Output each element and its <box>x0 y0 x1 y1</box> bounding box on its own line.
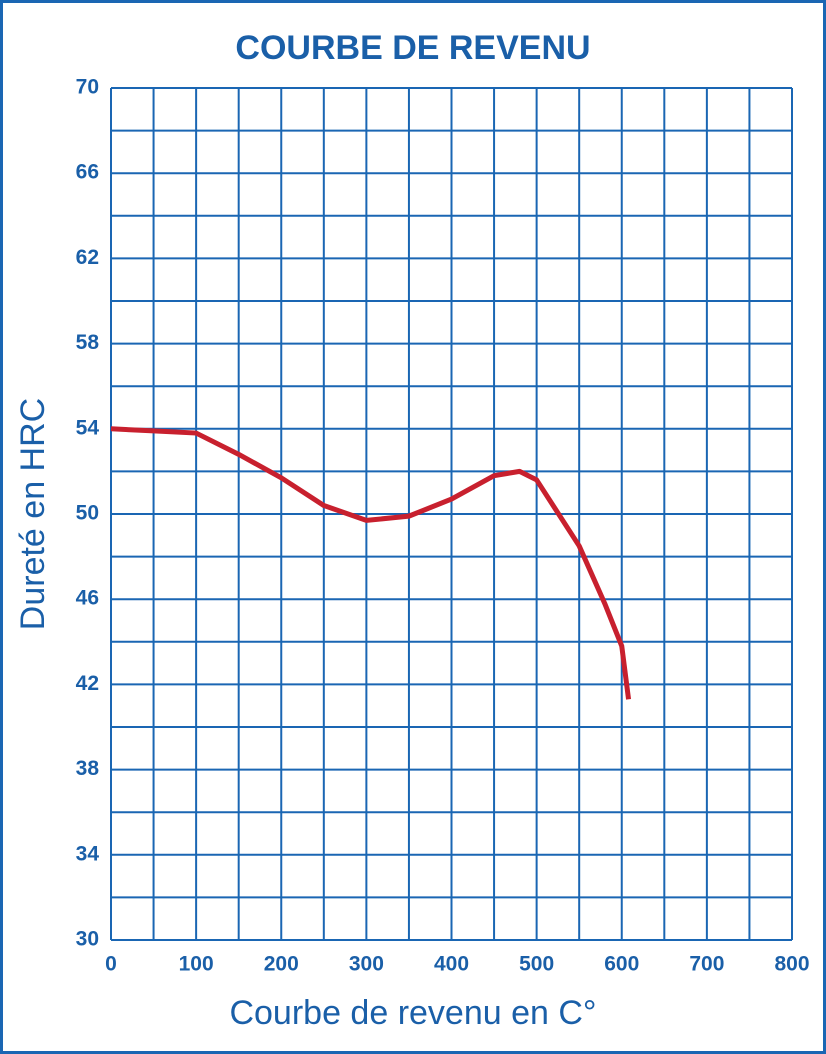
data-line <box>110 426 632 700</box>
x-tick-label: 200 <box>264 953 299 976</box>
x-axis-label: Courbe de revenu en C° <box>229 994 596 1032</box>
x-tick-label: 800 <box>774 953 809 976</box>
y-tick-label: 58 <box>76 331 100 354</box>
x-tick-label: 100 <box>179 953 214 976</box>
y-tick-label: 70 <box>76 76 99 99</box>
y-axis-label: Dureté en HRC <box>14 398 52 630</box>
chart-title: COURBE DE REVENU <box>235 29 590 67</box>
y-tick-label: 42 <box>76 672 99 695</box>
y-tick-label: 50 <box>76 502 99 525</box>
x-tick-label: 700 <box>689 953 724 976</box>
y-tick-label: 30 <box>76 928 99 951</box>
y-tick-label: 66 <box>76 161 99 184</box>
x-tick-label: 0 <box>105 953 117 976</box>
y-tick-label: 62 <box>76 246 99 269</box>
x-tick-label: 500 <box>519 953 554 976</box>
y-tick-label: 54 <box>76 416 100 439</box>
y-tick-label: 34 <box>76 842 100 865</box>
x-tick-label: 400 <box>434 953 469 976</box>
x-tick-label: 300 <box>349 953 384 976</box>
y-tick-label: 38 <box>76 757 100 780</box>
y-tick-label: 46 <box>76 587 99 610</box>
x-tick-label: 600 <box>604 953 639 976</box>
